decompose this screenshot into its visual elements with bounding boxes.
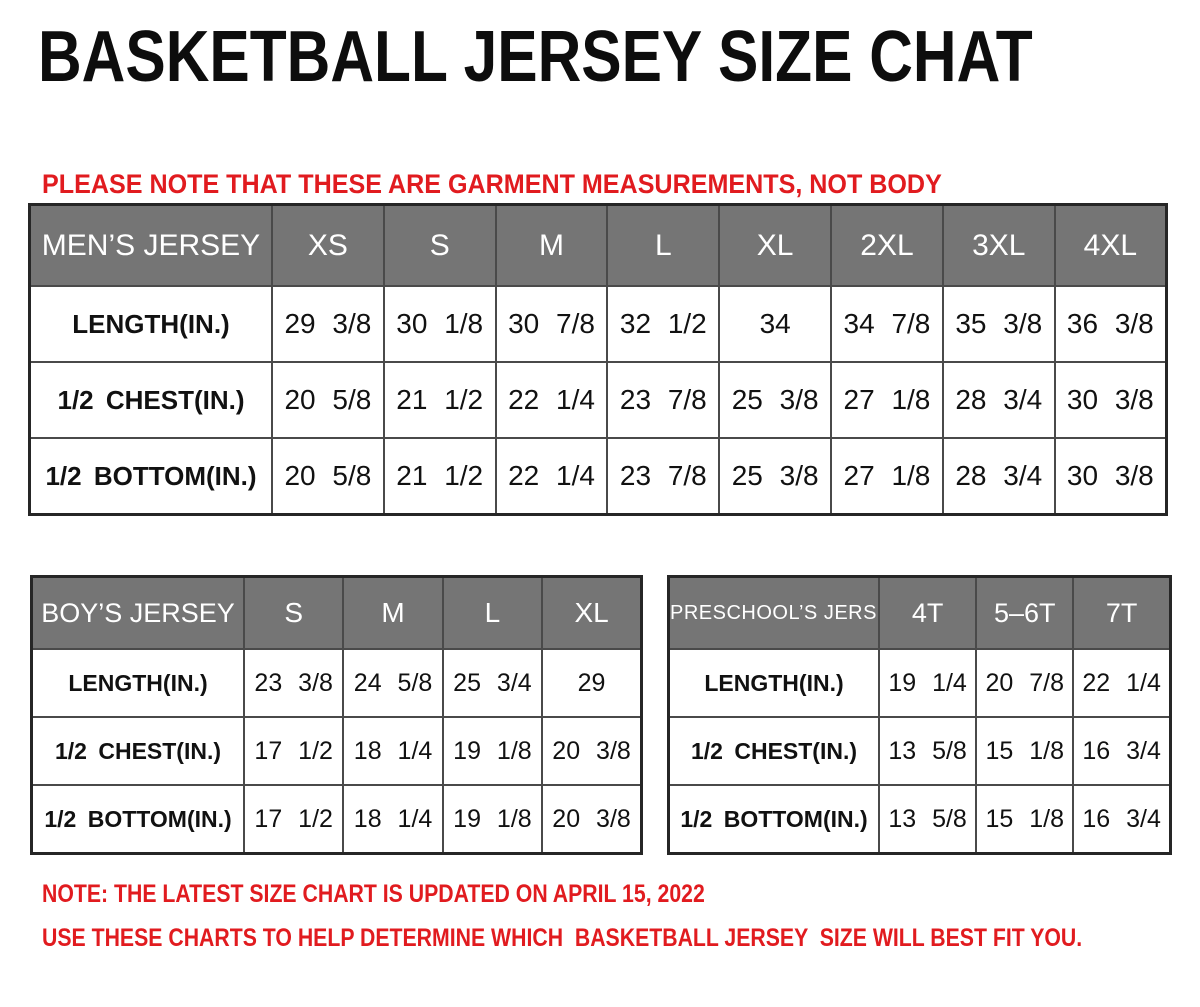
- preschool-value-cell-1-2: 16 3/4: [1072, 716, 1172, 786]
- men-table-row-2: 1/2 BOTTOM(IN.) 20 5/8 21 1/2 22 1/4 23 7/8 2…: [28, 437, 1168, 516]
- preschool-value-cell-1-1: 15 1/8: [975, 716, 1075, 786]
- boys-column-header-2: M: [342, 575, 444, 650]
- men-table-row-0: LENGTH(IN.) 29 3/8 30 1/8 30 7/8 32 1/2 34 34 …: [28, 285, 1168, 363]
- preschool-column-header-3: 7T: [1072, 575, 1172, 650]
- men-value-cell-1-0: 20 5/8: [271, 361, 385, 439]
- men-value-cell-1-3: 23 7/8: [606, 361, 721, 439]
- men-header-row: MEN’S JERSEY XS S M L XL 2XL 3XL 4XL: [28, 203, 1168, 287]
- preschool-value-cell-2-1: 15 1/8: [975, 784, 1075, 855]
- men-value-cell-0-2: 30 7/8: [494, 285, 609, 363]
- men-column-header-1: XS: [271, 203, 385, 287]
- boys-value-cell-0-1: 24 5/8: [342, 648, 444, 718]
- men-value-cell-0-3: 32 1/2: [606, 285, 721, 363]
- boys-value-cell-1-0: 17 1/2: [242, 716, 345, 786]
- men-value-cell-2-6: 28 3/4: [941, 437, 1056, 516]
- boys-column-header-0: BOY’S JERSEY: [30, 575, 245, 650]
- men-value-cell-2-3: 23 7/8: [606, 437, 721, 516]
- men-column-header-4: L: [606, 203, 721, 287]
- boys-value-cell-2-3: 20 3/8: [541, 784, 643, 855]
- preschool-column-header-0: PRESCHOOL’S JERSEY: [667, 575, 880, 650]
- boys-table-row-2: 1/2 BOTTOM(IN.) 17 1/2 18 1/4 19 1/8 20 3/8: [30, 784, 643, 855]
- men-column-header-0: MEN’S JERSEY: [28, 203, 273, 287]
- men-value-cell-2-5: 27 1/8: [830, 437, 944, 516]
- men-column-header-5: XL: [718, 203, 833, 287]
- preschool-value-cell-1-0: 13 5/8: [877, 716, 978, 786]
- men-value-cell-1-7: 30 3/8: [1053, 361, 1168, 439]
- mens-jersey-size-table: MEN’S JERSEY XS S M L XL 2XL 3XL 4XL LENGTH(IN.) 2…: [28, 203, 1168, 516]
- preschool-table-row-0: LENGTH(IN.) 19 1/4 20 7/8 22 1/4: [667, 648, 1172, 718]
- men-value-cell-0-5: 34 7/8: [830, 285, 944, 363]
- men-value-cell-1-2: 22 1/4: [494, 361, 609, 439]
- preschool-value-cell-2-0: 13 5/8: [877, 784, 978, 855]
- update-date-note: NOTE: THE LATEST SIZE CHART IS UPDATED O…: [42, 880, 705, 908]
- boys-column-header-3: L: [441, 575, 544, 650]
- boys-value-cell-1-3: 20 3/8: [541, 716, 643, 786]
- men-value-cell-0-4: 34: [718, 285, 833, 363]
- men-value-cell-0-7: 36 3/8: [1053, 285, 1168, 363]
- men-value-cell-1-6: 28 3/4: [941, 361, 1056, 439]
- men-table-row-1: 1/2 CHEST(IN.) 20 5/8 21 1/2 22 1/4 23 7/8 25…: [28, 361, 1168, 439]
- preschool-row-label-2: 1/2 BOTTOM(IN.): [667, 784, 880, 855]
- boys-value-cell-2-1: 18 1/4: [342, 784, 444, 855]
- men-value-cell-2-0: 20 5/8: [271, 437, 385, 516]
- men-value-cell-0-6: 35 3/8: [941, 285, 1056, 363]
- men-column-header-6: 2XL: [830, 203, 944, 287]
- men-value-cell-2-2: 22 1/4: [494, 437, 609, 516]
- preschools-jersey-size-table: PRESCHOOL’S JERSEY4T5–6T7TLENGTH(IN.)19 …: [667, 575, 1172, 855]
- boys-row-label-0: LENGTH(IN.): [30, 648, 245, 718]
- preschool-row-label-1: 1/2 CHEST(IN.): [667, 716, 880, 786]
- men-value-cell-1-4: 25 3/8: [718, 361, 833, 439]
- boys-value-cell-0-3: 29: [541, 648, 643, 718]
- boys-value-cell-2-0: 17 1/2: [242, 784, 345, 855]
- preschool-row-label-0: LENGTH(IN.): [667, 648, 880, 718]
- preschool-table-row-2: 1/2 BOTTOM(IN.) 13 5/8 15 1/8 16 3/4: [667, 784, 1172, 855]
- preschool-column-header-1: 4T: [877, 575, 978, 650]
- men-row-label-1: 1/2 CHEST(IN.): [28, 361, 273, 439]
- boys-jersey-size-table: BOY’S JERSEY S M L XL LENGTH(IN.) 23 3/8 24 5/8…: [30, 575, 643, 855]
- page-title: BASKETBALL JERSEY SIZE CHAT: [38, 17, 1033, 97]
- boys-column-header-4: XL: [541, 575, 643, 650]
- men-value-cell-2-1: 21 1/2: [382, 437, 497, 516]
- boys-value-cell-1-1: 18 1/4: [342, 716, 444, 786]
- men-column-header-2: S: [382, 203, 497, 287]
- boys-value-cell-0-0: 23 3/8: [242, 648, 345, 718]
- men-column-header-7: 3XL: [941, 203, 1056, 287]
- men-value-cell-1-5: 27 1/8: [830, 361, 944, 439]
- preschool-column-header-2: 5–6T: [975, 575, 1075, 650]
- preschool-value-cell-0-0: 19 1/4: [877, 648, 978, 718]
- men-value-cell-0-0: 29 3/8: [271, 285, 385, 363]
- preschool-value-cell-0-2: 22 1/4: [1072, 648, 1172, 718]
- boys-table-row-1: 1/2 CHEST(IN.) 17 1/2 18 1/4 19 1/8 20 3/8: [30, 716, 643, 786]
- preschool-value-cell-2-2: 16 3/4: [1072, 784, 1172, 855]
- boys-table-row-0: LENGTH(IN.) 23 3/8 24 5/8 25 3/4 29: [30, 648, 643, 718]
- preschool-table-row-1: 1/2 CHEST(IN.) 13 5/8 15 1/8 16 3/4: [667, 716, 1172, 786]
- men-column-header-3: M: [494, 203, 609, 287]
- boys-header-row: BOY’S JERSEY S M L XL: [30, 575, 643, 650]
- boys-row-label-1: 1/2 CHEST(IN.): [30, 716, 245, 786]
- preschool-value-cell-0-1: 20 7/8: [975, 648, 1075, 718]
- boys-value-cell-0-2: 25 3/4: [441, 648, 544, 718]
- usage-note: USE THESE CHARTS TO HELP DETERMINE WHICH…: [42, 924, 1083, 952]
- boys-column-header-1: S: [242, 575, 345, 650]
- garment-measurement-note-line-1: PLEASE NOTE THAT THESE ARE GARMENT MEASU…: [42, 168, 942, 199]
- men-value-cell-0-1: 30 1/8: [382, 285, 497, 363]
- men-row-label-0: LENGTH(IN.): [28, 285, 273, 363]
- boys-row-label-2: 1/2 BOTTOM(IN.): [30, 784, 245, 855]
- boys-value-cell-2-2: 19 1/8: [441, 784, 544, 855]
- men-value-cell-1-1: 21 1/2: [382, 361, 497, 439]
- men-column-header-8: 4XL: [1053, 203, 1168, 287]
- boys-value-cell-1-2: 19 1/8: [441, 716, 544, 786]
- men-value-cell-2-7: 30 3/8: [1053, 437, 1168, 516]
- men-row-label-2: 1/2 BOTTOM(IN.): [28, 437, 273, 516]
- men-value-cell-2-4: 25 3/8: [718, 437, 833, 516]
